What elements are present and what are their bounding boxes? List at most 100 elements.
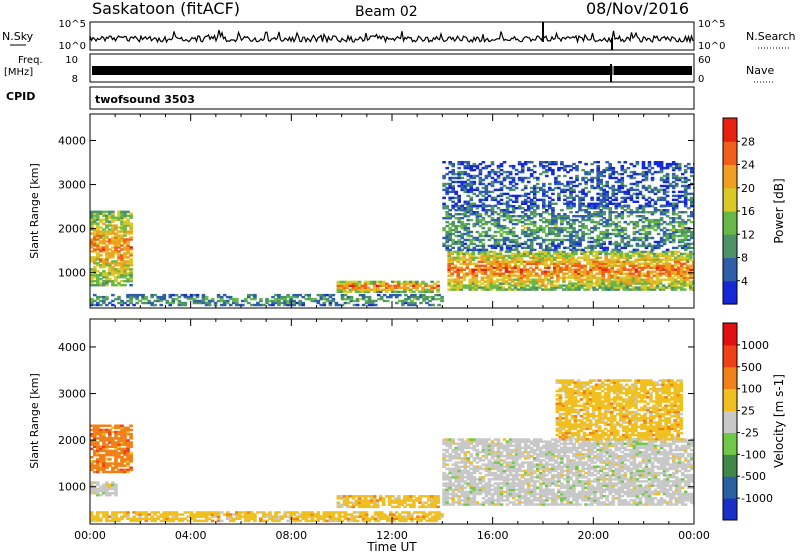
echo-cell (565, 284, 569, 287)
echo-cell (117, 244, 121, 247)
echo-cell (369, 282, 374, 285)
echo-cell (114, 242, 118, 245)
echo-cell (676, 270, 681, 273)
echo-cell (369, 288, 374, 291)
echo-cell (454, 228, 458, 232)
echo-cell (596, 166, 600, 170)
echo-cell (643, 260, 648, 263)
echo-cell (575, 211, 579, 214)
echo-cell (108, 280, 112, 283)
echo-cell (525, 274, 530, 277)
echo-cell (523, 194, 528, 198)
echo-cell (416, 295, 420, 299)
echo-cell (126, 268, 130, 271)
echo-cell (680, 194, 685, 198)
echo-cell (565, 288, 569, 291)
echo-cell (126, 295, 130, 299)
echo-cell (357, 286, 362, 289)
echo-cell (105, 220, 109, 223)
echo-cell (679, 282, 684, 285)
echo-cell (551, 244, 555, 248)
echo-cell (235, 513, 239, 516)
echo-cell (520, 228, 525, 232)
echo-cell (304, 513, 308, 516)
echo-cell (525, 262, 530, 265)
echo-cell (658, 258, 663, 261)
echo-cell (670, 270, 675, 273)
echo-cell (463, 238, 468, 242)
echo-cell (641, 244, 646, 248)
echo-cell (120, 451, 124, 455)
echo-cell (445, 232, 449, 236)
echo-cell (616, 282, 621, 285)
echo-cell (671, 194, 676, 198)
echo-cell (548, 168, 552, 172)
echo-cell (647, 200, 652, 203)
colorbar-tick-label: 16 (741, 205, 755, 218)
echo-cell (298, 301, 302, 305)
echo-cell (401, 511, 405, 514)
echo-cell (304, 515, 308, 518)
echo-cell (563, 238, 567, 242)
echo-cell (357, 501, 362, 504)
echo-cell (484, 222, 489, 226)
echo-cell (486, 276, 491, 279)
echo-cell (90, 462, 94, 465)
echo-cell (451, 190, 455, 194)
echo-cell (551, 211, 555, 214)
echo-cell (472, 182, 477, 186)
echo-cell (111, 260, 115, 263)
echo-cell (375, 503, 380, 506)
echo-cell (425, 515, 429, 518)
echo-cell (105, 515, 109, 518)
echo-cell (348, 282, 353, 285)
nsearch-tick-low: 10^0 (698, 41, 725, 52)
echo-cell (673, 282, 678, 285)
echo-cell (634, 252, 639, 256)
echo-cell (659, 162, 664, 166)
echo-cell (547, 250, 551, 254)
echo-cell (487, 226, 492, 230)
echo-cell (592, 268, 596, 271)
echo-cell (653, 224, 658, 228)
echo-cell (108, 432, 112, 436)
echo-cell (586, 254, 590, 258)
echo-cell (637, 254, 642, 258)
echo-cell (677, 220, 682, 224)
echo-cell (565, 252, 569, 256)
echo-cell (671, 207, 676, 210)
echo-cell (445, 240, 449, 244)
echo-cell (462, 274, 467, 277)
echo-cell (580, 252, 584, 256)
echo-cell (210, 297, 215, 301)
echo-cell (93, 238, 97, 241)
echo-cell (466, 178, 471, 182)
echo-cell (105, 254, 109, 257)
echo-cell (665, 248, 670, 252)
echo-cell (469, 209, 474, 212)
echo-cell (581, 204, 585, 207)
echo-cell (90, 301, 94, 305)
echo-cell (596, 186, 600, 190)
echo-cell (553, 270, 557, 273)
echo-cell (210, 299, 215, 303)
echo-cell (96, 515, 100, 518)
echo-cell (542, 228, 546, 232)
echo-cell (425, 295, 429, 299)
echo-cell (386, 299, 390, 303)
echo-cell (478, 176, 483, 180)
echo-cell (445, 246, 449, 250)
title-right: 08/Nov/2016 (586, 0, 689, 18)
echo-cell (534, 286, 539, 289)
echo-cell (398, 519, 402, 523)
echo-cell (180, 293, 185, 297)
echo-cell (560, 215, 564, 218)
echo-cell (611, 184, 616, 188)
echo-cell (388, 286, 392, 289)
echo-cell (682, 274, 687, 277)
echo-cell (462, 256, 467, 259)
echo-cell (454, 172, 458, 176)
echo-cell (463, 184, 468, 188)
echo-cell (120, 515, 124, 518)
echo-cell (553, 256, 557, 259)
